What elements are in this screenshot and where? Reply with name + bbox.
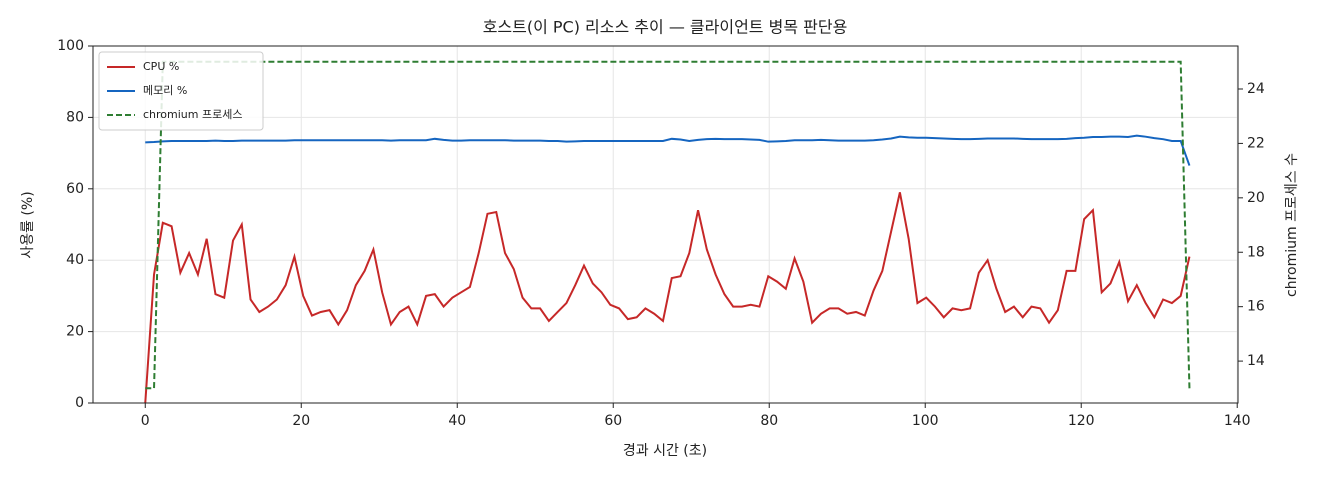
x-tick-label: 60	[604, 413, 622, 429]
y-axis-label: 사용률 (%)	[20, 191, 36, 258]
legend-box	[98, 51, 264, 131]
y2-axis-label: chromium 프로세스 수	[1284, 153, 1300, 297]
legend-label: chromium 프로세스	[143, 108, 242, 121]
x-tick-label: 120	[1068, 413, 1095, 429]
y-tick-label: 80	[66, 109, 84, 125]
y-tick-label: 100	[57, 38, 84, 54]
y2-tick-label: 24	[1247, 81, 1265, 97]
x-tick-label: 80	[760, 413, 778, 429]
y-tick-label: 20	[66, 324, 84, 340]
x-tick-label: 140	[1224, 413, 1251, 429]
y2-tick-label: 20	[1247, 190, 1265, 206]
plot-frame	[92, 45, 1239, 404]
y2-tick-label: 16	[1247, 299, 1265, 315]
y-tick-label: 0	[75, 395, 84, 411]
y-tick-label: 60	[66, 181, 84, 197]
y2-tick-label: 18	[1247, 244, 1265, 260]
x-tick-label: 20	[292, 413, 310, 429]
legend-label: CPU %	[143, 60, 179, 73]
legend-label: 메모리 %	[143, 84, 187, 97]
y-tick-label: 40	[66, 252, 84, 268]
x-tick-label: 100	[912, 413, 939, 429]
x-axis-label: 경과 시간 (초)	[623, 443, 707, 459]
series-line	[145, 60, 1191, 390]
y2-tick-label: 14	[1247, 353, 1265, 369]
chart-title: 호스트(이 PC) 리소스 추이 — 클라이언트 병목 판단용	[483, 18, 848, 37]
x-tick-label: 0	[141, 413, 150, 429]
series-line	[145, 134, 1191, 166]
x-tick-label: 40	[448, 413, 466, 429]
legend: CPU % 메모리 % chromium 프로세스	[98, 51, 264, 131]
y2-tick-label: 22	[1247, 135, 1265, 151]
series-line	[144, 192, 1191, 404]
